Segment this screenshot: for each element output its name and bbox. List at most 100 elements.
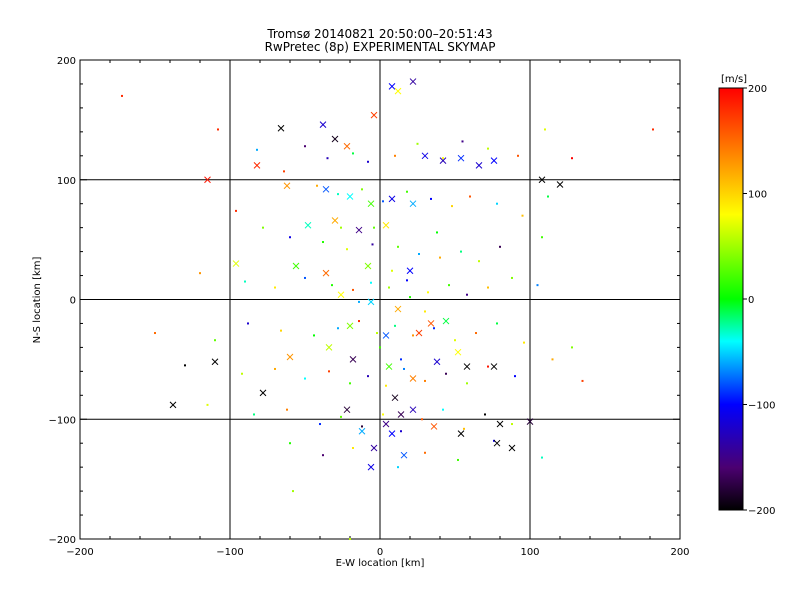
dot-point bbox=[358, 320, 360, 323]
cross-stroke bbox=[493, 439, 501, 447]
dot-point bbox=[253, 413, 255, 416]
dot-point bbox=[466, 293, 468, 296]
dot-point bbox=[121, 94, 123, 97]
dot-point bbox=[217, 128, 219, 131]
scatter-points bbox=[121, 78, 654, 540]
dot-point bbox=[475, 332, 477, 335]
dot-point bbox=[517, 154, 519, 157]
dot-point bbox=[313, 334, 315, 337]
cross-point bbox=[493, 439, 501, 447]
dot-point bbox=[349, 382, 351, 385]
cross-point bbox=[394, 87, 402, 95]
cross-stroke bbox=[388, 82, 396, 90]
dot-point bbox=[400, 358, 402, 361]
cross-stroke bbox=[367, 298, 375, 306]
dot-point bbox=[409, 296, 411, 299]
cross-point bbox=[283, 182, 291, 190]
dot-point bbox=[274, 367, 276, 370]
dot-point bbox=[352, 288, 354, 291]
dot-point bbox=[304, 145, 306, 148]
cross-point bbox=[397, 411, 405, 418]
cross-point bbox=[253, 162, 261, 169]
cross-point bbox=[292, 262, 300, 270]
dot-point bbox=[424, 451, 426, 454]
cross-stroke bbox=[409, 200, 417, 208]
dot-point bbox=[424, 310, 426, 313]
dot-point bbox=[331, 284, 333, 287]
cross-point bbox=[370, 444, 378, 452]
cross-point bbox=[409, 375, 417, 382]
cross-stroke bbox=[277, 124, 285, 132]
dot-point bbox=[652, 128, 654, 131]
x-tick-label: 0 bbox=[377, 547, 383, 558]
cross-stroke bbox=[325, 344, 333, 351]
dot-point bbox=[289, 442, 291, 445]
dot-point bbox=[361, 188, 363, 191]
cross-point bbox=[343, 142, 351, 150]
cross-point bbox=[406, 267, 414, 275]
dot-point bbox=[430, 197, 432, 200]
cross-point bbox=[259, 389, 267, 397]
dot-point bbox=[511, 276, 513, 279]
cross-stroke bbox=[490, 363, 498, 370]
cross-stroke bbox=[331, 135, 339, 143]
cross-stroke bbox=[364, 262, 372, 270]
colorbar-tick-label: −200 bbox=[748, 506, 775, 517]
dot-point bbox=[484, 413, 486, 416]
cross-stroke bbox=[475, 162, 483, 169]
dot-point bbox=[352, 152, 354, 155]
cross-stroke bbox=[409, 375, 417, 382]
y-tick-label: 200 bbox=[57, 56, 76, 67]
cross-stroke bbox=[253, 162, 261, 169]
grid-lines bbox=[80, 60, 680, 539]
cross-point bbox=[400, 451, 408, 459]
cross-stroke bbox=[433, 358, 441, 366]
cross-stroke bbox=[346, 322, 354, 330]
cross-stroke bbox=[358, 427, 366, 435]
dot-point bbox=[235, 209, 237, 212]
dot-point bbox=[403, 367, 405, 370]
cross-stroke bbox=[367, 200, 375, 208]
cross-point bbox=[526, 418, 534, 425]
dot-point bbox=[478, 260, 480, 263]
cross-point bbox=[343, 406, 351, 414]
cross-point bbox=[322, 269, 330, 277]
dot-point bbox=[241, 372, 243, 375]
dot-point bbox=[247, 322, 249, 325]
cross-point bbox=[337, 291, 345, 299]
cross-point bbox=[388, 430, 396, 437]
cross-stroke bbox=[397, 411, 405, 418]
dot-point bbox=[244, 280, 246, 283]
cross-stroke bbox=[463, 363, 471, 370]
cross-point bbox=[538, 176, 546, 184]
cross-point bbox=[204, 176, 211, 184]
cross-stroke bbox=[169, 401, 177, 409]
x-tick-label: −200 bbox=[66, 547, 93, 558]
cross-point bbox=[382, 221, 390, 229]
cross-point bbox=[409, 406, 417, 414]
dot-point bbox=[547, 195, 549, 198]
cross-point bbox=[349, 356, 357, 363]
dot-point bbox=[541, 456, 543, 459]
dot-point bbox=[400, 430, 402, 433]
dot-point bbox=[346, 248, 348, 251]
cross-point bbox=[370, 111, 378, 119]
dot-point bbox=[511, 423, 513, 426]
dot-point bbox=[406, 190, 408, 193]
dot-point bbox=[206, 403, 209, 406]
dot-point bbox=[304, 377, 306, 380]
cross-point bbox=[427, 320, 435, 327]
cross-stroke bbox=[343, 406, 351, 414]
cross-stroke bbox=[430, 423, 438, 430]
cross-point bbox=[382, 420, 390, 428]
cross-point bbox=[367, 463, 375, 471]
cross-stroke bbox=[286, 353, 294, 361]
x-tick-label: 100 bbox=[520, 547, 539, 558]
dot-point bbox=[358, 300, 360, 303]
dot-point bbox=[388, 286, 390, 289]
cross-point bbox=[304, 221, 312, 229]
cross-stroke bbox=[457, 430, 465, 437]
cross-stroke bbox=[406, 267, 414, 275]
cross-point bbox=[331, 135, 339, 143]
cross-stroke bbox=[259, 389, 267, 397]
